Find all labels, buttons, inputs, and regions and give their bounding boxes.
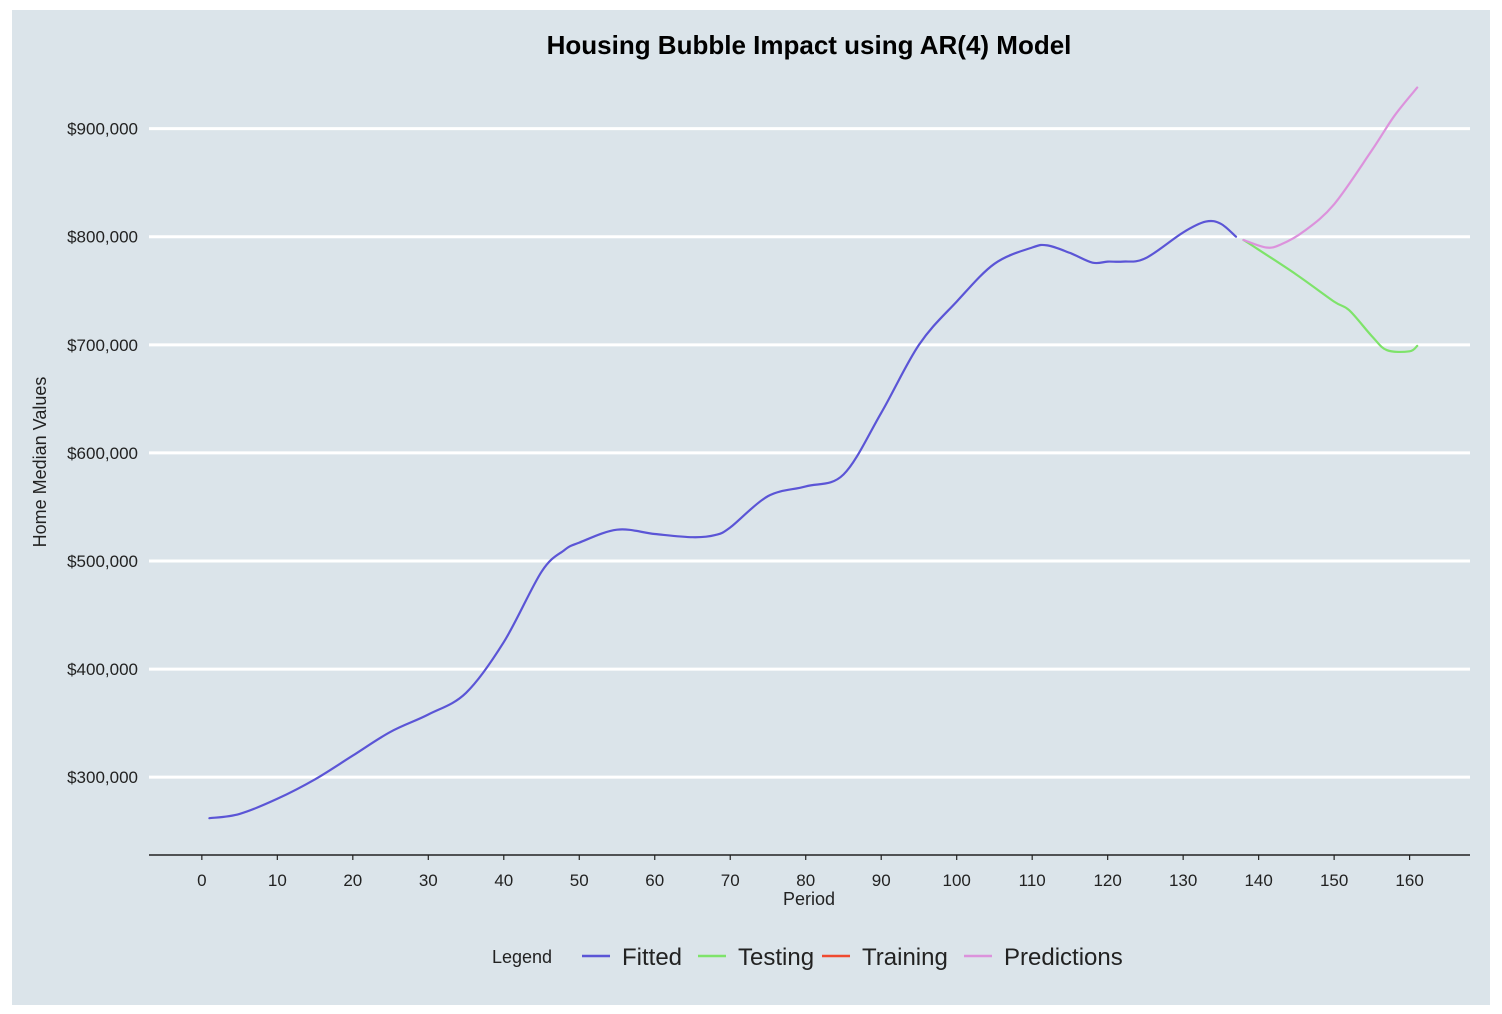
series-line-fitted — [208, 219, 1238, 820]
series-line-predictions — [1242, 86, 1419, 249]
y-tick-label: $700,000 — [67, 336, 138, 355]
legend-items: Fitted Testing Training Predictions — [582, 944, 1123, 971]
series-layer — [208, 86, 1419, 820]
y-tick-label: $800,000 — [67, 228, 138, 247]
y-tick-label: $400,000 — [67, 660, 138, 679]
x-tick-label: 10 — [268, 871, 287, 890]
y-tick-layer: $300,000 $400,000 $500,000 $600,000 $700,000… — [67, 120, 138, 788]
series-line-testing — [1242, 238, 1419, 354]
legend-label-training: Training — [862, 944, 948, 971]
x-tick-label: 80 — [796, 871, 815, 890]
y-tick-label: $600,000 — [67, 444, 138, 463]
x-tick-layer: 0 10 20 30 40 50 60 70 80 90 100 110 120 130 140 150 160 — [197, 855, 1424, 890]
x-tick-label: 110 — [1019, 871, 1046, 890]
legend-label-predictions: Predictions — [1004, 944, 1123, 971]
x-tick-label: 90 — [872, 871, 891, 890]
x-tick-label: 150 — [1320, 871, 1348, 890]
x-tick-label: 50 — [570, 871, 589, 890]
x-tick-label: 140 — [1244, 871, 1272, 890]
y-tick-label: $300,000 — [67, 768, 138, 787]
y-tick-label: $900,000 — [67, 120, 138, 139]
legend: Legend Fitted Testing Training Predictions — [492, 944, 1123, 971]
chart-panel: Housing Bubble Impact using AR(4) Model … — [12, 10, 1490, 1005]
x-tick-label: 130 — [1169, 871, 1197, 890]
grid-layer — [149, 127, 1470, 779]
x-tick-label: 120 — [1093, 871, 1121, 890]
x-tick-label: 160 — [1395, 871, 1423, 890]
x-tick-label: 100 — [943, 871, 971, 890]
y-tick-label: $500,000 — [67, 552, 138, 571]
y-axis-title: Home Median Values — [30, 377, 50, 548]
chart-svg: Housing Bubble Impact using AR(4) Model … — [30, 30, 1470, 971]
x-tick-label: 30 — [419, 871, 438, 890]
legend-title: Legend — [492, 947, 552, 967]
x-tick-label: 70 — [721, 871, 740, 890]
legend-label-testing: Testing — [738, 944, 814, 971]
chart-title: Housing Bubble Impact using AR(4) Model — [547, 30, 1072, 60]
x-tick-label: 20 — [343, 871, 362, 890]
x-tick-label: 0 — [197, 871, 206, 890]
x-axis-title: Period — [783, 889, 835, 909]
legend-label-fitted: Fitted — [622, 944, 682, 971]
x-tick-label: 60 — [645, 871, 664, 890]
x-tick-label: 40 — [494, 871, 513, 890]
